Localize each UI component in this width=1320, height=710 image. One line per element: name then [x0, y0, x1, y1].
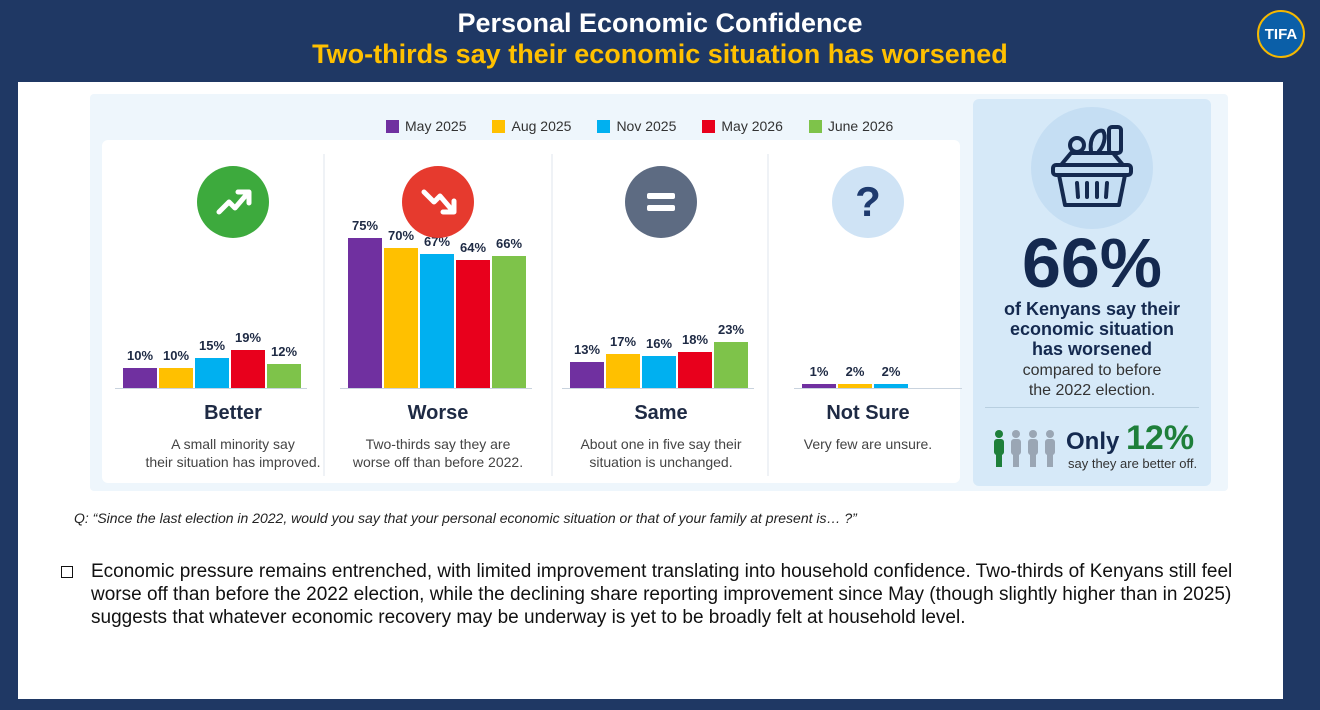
category-description: About one in five say their situation is …	[556, 435, 766, 471]
headline-subtext: compared to before the 2022 election.	[1022, 362, 1162, 399]
survey-question: Q: “Since the last election in 2022, wou…	[74, 510, 857, 526]
headline-value: 66%	[1021, 224, 1163, 302]
bar	[492, 256, 526, 388]
tifa-logo: TIFA	[1257, 10, 1305, 58]
legend-swatch	[702, 119, 716, 133]
bar	[874, 384, 908, 388]
page-title: Personal Economic Confidence	[457, 8, 863, 38]
data-label: 17%	[610, 334, 636, 349]
divider	[985, 407, 1199, 408]
legend-item: May 2025	[386, 116, 466, 136]
trend-up-icon	[197, 166, 269, 238]
bar	[642, 356, 676, 388]
legend-item: Aug 2025	[492, 116, 571, 136]
content-panel: May 2025 Aug 2025 Nov 2025 May 2026 June 202…	[18, 82, 1283, 699]
bar	[570, 362, 604, 388]
legend-label: Nov 2025	[616, 118, 677, 134]
legend-label: Aug 2025	[511, 118, 572, 134]
data-label: 64%	[460, 240, 486, 255]
data-label: 18%	[682, 332, 708, 347]
description-line: A small minority say	[171, 436, 295, 452]
data-label: 23%	[718, 322, 744, 337]
bar	[714, 342, 748, 388]
category-title: Worse	[407, 402, 469, 424]
bar	[420, 254, 454, 388]
legend-item: May 2026	[702, 116, 783, 136]
bar	[231, 350, 265, 388]
bar	[195, 358, 229, 388]
data-label: 70%	[388, 228, 414, 243]
legend-swatch	[597, 119, 611, 133]
legend-item: Nov 2025	[597, 116, 676, 136]
data-label: 2%	[882, 364, 901, 379]
legend-swatch	[808, 119, 822, 133]
description-line: Two-thirds say they are	[365, 436, 511, 452]
description-line: situation is unchanged.	[589, 454, 733, 470]
trend-down-icon	[402, 166, 474, 238]
data-label: 10%	[127, 348, 153, 363]
data-label: 12%	[271, 344, 297, 359]
page-subtitle: Two-thirds say their economic situation …	[312, 39, 1008, 69]
bar	[802, 384, 836, 388]
data-label: 19%	[235, 330, 261, 345]
category-title: Same	[634, 402, 688, 424]
bar	[838, 384, 872, 388]
only-subtext: say they are better off.	[1068, 456, 1198, 471]
legend-label: June 2026	[827, 118, 894, 134]
category-description: A small minority say their situation has …	[128, 435, 338, 471]
data-label: 1%	[810, 364, 829, 379]
data-label: 15%	[199, 338, 225, 353]
category-title: Better	[204, 402, 262, 424]
data-label: 16%	[646, 336, 672, 351]
bar	[384, 248, 418, 388]
bullet-text: Economic pressure remains entrenched, wi…	[91, 561, 1233, 628]
infographic: May 2025 Aug 2025 Nov 2025 May 2026 June 202…	[90, 94, 1228, 491]
legend-item: June 2026	[808, 116, 894, 136]
category-title: Not Sure	[826, 402, 910, 424]
question-icon: ?	[832, 166, 904, 238]
bullet-checkbox-icon	[61, 566, 73, 578]
description-line: their situation has improved.	[145, 454, 321, 470]
bar-chart: 10% 10% 15% 19% 12% 75% 70% 67% 64% 66% 13% 17% 16% 1…	[115, 154, 962, 476]
people-icon	[991, 429, 1063, 469]
only-value: 12%	[1126, 419, 1195, 457]
data-label: 67%	[424, 234, 450, 249]
legend-label: May 2025	[405, 118, 467, 134]
data-label: 10%	[163, 348, 189, 363]
bar	[606, 354, 640, 388]
category-description: Two-thirds say they are worse off than be…	[333, 435, 543, 471]
description-line: worse off than before 2022.	[352, 454, 524, 470]
bar	[348, 238, 382, 388]
description-line: About one in five say their	[580, 436, 742, 452]
headline-text: of Kenyans say their economic situation …	[1003, 299, 1181, 359]
bar	[123, 368, 157, 388]
legend-swatch	[492, 119, 506, 133]
legend-label: May 2026	[721, 118, 783, 134]
equals-icon	[625, 166, 697, 238]
category-description: Very few are unsure.	[763, 435, 973, 453]
data-label: 2%	[846, 364, 865, 379]
basket-circle	[1031, 107, 1153, 229]
bar	[456, 260, 490, 388]
only-label: Only 12%	[1066, 419, 1195, 457]
data-label: 13%	[574, 342, 600, 357]
chart-legend: May 2025 Aug 2025 Nov 2025 May 2026 June 202…	[386, 116, 893, 136]
shopping-basket-icon	[1051, 125, 1133, 207]
data-label: 66%	[496, 236, 522, 251]
bar	[678, 352, 712, 388]
bar	[267, 364, 301, 388]
bar	[159, 368, 193, 388]
data-label: 75%	[352, 218, 378, 233]
description-line: Very few are unsure.	[803, 436, 933, 452]
legend-swatch	[386, 119, 399, 133]
summary-panel: 66% of Kenyans say their economic situat…	[973, 99, 1211, 486]
